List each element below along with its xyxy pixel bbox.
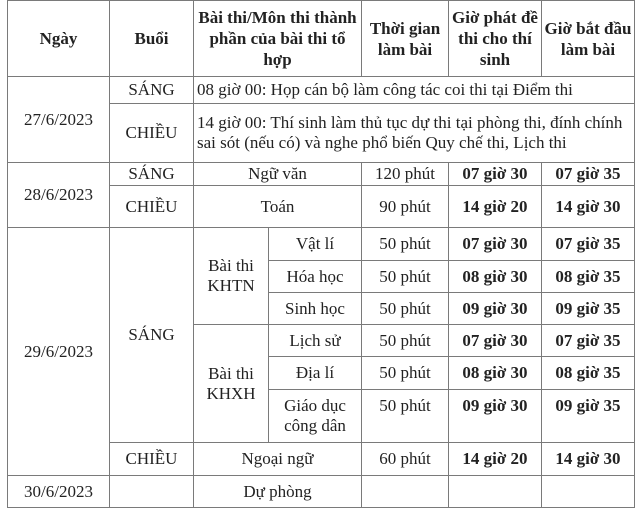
exam-schedule-table: Ngày Buổi Bài thi/Môn thi thành phần của… [7,0,635,508]
header-duration: Thời gian làm bài [361,0,449,77]
header-date: Ngày [7,0,110,77]
table-row: 29/6/2023 SÁNG Bài thi KHTN Vật lí 50 ph… [7,227,635,476]
table-row: Bài thi KHXH Lịch sử 50 phút 07 giờ 30 0… [8,324,635,443]
duration-cell [361,475,449,508]
paper-time-cell: 07 giờ 30 [448,162,542,186]
paper-time-cell [448,475,542,508]
start-time-cell: 08 giờ 35 [541,260,635,293]
subject-cell: Ngoại ngữ [193,442,362,476]
paper-time-cell: 09 giờ 30 [448,292,542,325]
date-cell: 28/6/2023 [7,162,110,228]
note-cell: 08 giờ 00: Họp cán bộ làm công tác coi t… [193,76,635,104]
session-cell: SÁNG [109,76,194,104]
paper-time-cell: 08 giờ 30 [448,260,542,293]
paper-time-cell: 14 giờ 20 [448,442,542,476]
duration-cell: 50 phút [361,260,449,293]
header-paper-time: Giờ phát đề thi cho thí sinh [448,0,542,77]
session-cell: CHIỀU [109,185,194,228]
duration-cell: 50 phút [361,324,449,357]
duration-cell: 90 phút [361,185,449,228]
start-time-cell: 07 giờ 35 [541,227,635,261]
subject-cell: Sinh học [268,292,362,325]
start-time-cell: 07 giờ 35 [541,162,635,186]
subject-cell: Vật lí [268,227,362,261]
group-cell: Bài thi KHXH [193,324,269,443]
header-subject: Bài thi/Môn thi thành phần của bài thi t… [193,0,362,77]
start-time-cell: 08 giờ 35 [541,356,635,390]
session-cell: CHIỀU [109,103,194,163]
table-row: 30/6/2023 Dự phòng [7,475,635,508]
duration-cell: 120 phút [361,162,449,186]
header-row: Ngày Buổi Bài thi/Môn thi thành phần của… [7,0,635,77]
header-start-time: Giờ bắt đầu làm bài [541,0,635,77]
duration-cell: 50 phút [361,292,449,325]
header-session: Buổi [109,0,194,77]
duration-cell: 60 phút [361,442,449,476]
date-cell: 29/6/2023 [7,227,110,476]
table-row: CHIỀU Ngoại ngữ 60 phút 14 giờ 20 14 giờ… [8,442,635,476]
session-cell [109,475,194,508]
session-cell: CHIỀU [109,442,194,476]
subject-cell: Hóa học [268,260,362,293]
paper-time-cell: 07 giờ 30 [448,227,542,261]
duration-cell: 50 phút [361,356,449,390]
start-time-cell: 07 giờ 35 [541,324,635,357]
subject-cell: Ngữ văn [193,162,362,186]
paper-time-cell: 14 giờ 20 [448,185,542,228]
start-time-cell: 09 giờ 35 [541,292,635,325]
table-row: 28/6/2023 SÁNG Ngữ văn 120 phút 07 giờ 3… [7,162,635,228]
session-cell: SÁNG [109,227,194,443]
group-cell: Bài thi KHTN [193,227,269,325]
duration-cell: 50 phút [361,227,449,261]
table-row: 27/6/2023 SÁNG 08 giờ 00: Họp cán bộ làm… [7,76,635,163]
subject-cell: Địa lí [268,356,362,390]
table-row: CHIỀU 14 giờ 00: Thí sinh làm thủ tục dự… [8,103,635,163]
table-row: CHIỀU Toán 90 phút 14 giờ 20 14 giờ 30 [8,185,635,228]
paper-time-cell: 08 giờ 30 [448,356,542,390]
start-time-cell: 14 giờ 30 [541,185,635,228]
subject-cell: Dự phòng [193,475,362,508]
subject-cell: Giáo dục công dân [268,389,362,443]
paper-time-cell: 07 giờ 30 [448,324,542,357]
date-cell: 30/6/2023 [7,475,110,508]
start-time-cell: 14 giờ 30 [541,442,635,476]
subject-cell: Toán [193,185,362,228]
start-time-cell: 09 giờ 35 [541,389,635,443]
duration-cell: 50 phút [361,389,449,443]
start-time-cell [541,475,635,508]
date-cell: 27/6/2023 [7,76,110,163]
paper-time-cell: 09 giờ 30 [448,389,542,443]
session-cell: SÁNG [109,162,194,186]
table-row: Giáo dục công dân 50 phút 09 giờ 30 09 g… [8,389,635,443]
note-cell: 14 giờ 00: Thí sinh làm thủ tục dự thi t… [193,103,635,163]
subject-cell: Lịch sử [268,324,362,357]
